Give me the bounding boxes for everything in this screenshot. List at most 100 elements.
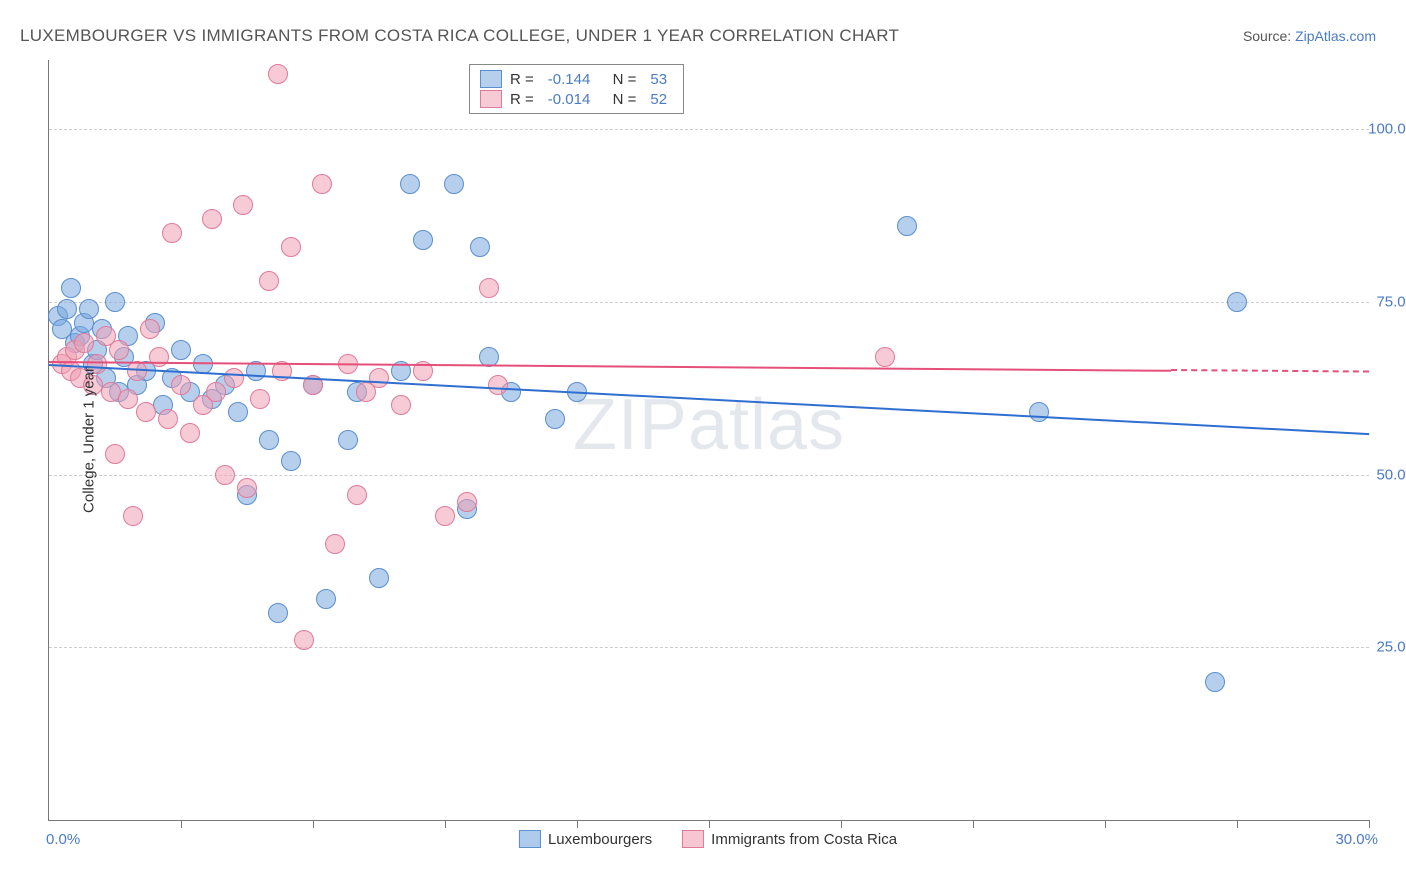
data-point — [325, 534, 345, 554]
y-axis-title: College, Under 1 year — [80, 367, 97, 513]
data-point — [118, 389, 138, 409]
data-point — [171, 340, 191, 360]
legend-swatch — [682, 830, 704, 848]
data-point — [74, 333, 94, 353]
data-point — [136, 402, 156, 422]
correlation-legend: R = -0.144 N = 53 R = -0.014 N = 52 — [469, 64, 684, 114]
data-point — [268, 64, 288, 84]
series-legend-item: Immigrants from Costa Rica — [682, 830, 897, 848]
gridline — [49, 129, 1369, 130]
legend-n-value: 52 — [650, 91, 667, 108]
data-point — [369, 368, 389, 388]
data-point — [228, 402, 248, 422]
data-point — [105, 292, 125, 312]
data-point — [281, 451, 301, 471]
data-point — [140, 319, 160, 339]
data-point — [79, 299, 99, 319]
data-point — [369, 568, 389, 588]
data-point — [109, 340, 129, 360]
data-point — [391, 395, 411, 415]
data-point — [545, 409, 565, 429]
data-point — [224, 368, 244, 388]
y-tick-label: 25.0% — [1376, 639, 1406, 656]
data-point — [338, 430, 358, 450]
data-point — [488, 375, 508, 395]
chart-area: ZIPatlas R =-0.144 N =53R =-0.014 N =52 … — [48, 60, 1368, 820]
data-point — [435, 506, 455, 526]
legend-r-value: -0.014 — [548, 91, 591, 108]
x-tick — [1105, 820, 1106, 828]
source-link[interactable]: ZipAtlas.com — [1295, 28, 1376, 44]
legend-n-label: N = — [604, 71, 636, 88]
legend-r-label: R = — [510, 71, 534, 88]
data-point — [479, 278, 499, 298]
x-tick — [973, 820, 974, 828]
x-axis-max-label: 30.0% — [1335, 831, 1378, 848]
x-tick — [841, 820, 842, 828]
data-point — [400, 174, 420, 194]
x-tick — [181, 820, 182, 828]
legend-n-label: N = — [604, 91, 636, 108]
data-point — [202, 209, 222, 229]
data-point — [237, 478, 257, 498]
gridline — [49, 647, 1369, 648]
source-attribution: Source: ZipAtlas.com — [1243, 28, 1376, 44]
series-legend-label: Immigrants from Costa Rica — [711, 831, 897, 848]
x-tick — [709, 820, 710, 828]
x-tick — [445, 820, 446, 828]
trend-line-extrapolated — [1171, 369, 1369, 373]
data-point — [215, 465, 235, 485]
trend-line — [49, 364, 1369, 435]
data-point — [158, 409, 178, 429]
x-tick — [577, 820, 578, 828]
data-point — [206, 382, 226, 402]
data-point — [444, 174, 464, 194]
gridline — [49, 475, 1369, 476]
series-legend: Luxembourgers Immigrants from Costa Rica — [519, 830, 897, 848]
legend-n-value: 53 — [650, 71, 667, 88]
data-point — [259, 430, 279, 450]
legend-r-value: -0.144 — [548, 71, 591, 88]
data-point — [180, 423, 200, 443]
gridline — [49, 302, 1369, 303]
data-point — [57, 299, 77, 319]
data-point — [61, 278, 81, 298]
data-point — [1227, 292, 1247, 312]
legend-row: R = -0.144 N = 53 — [480, 69, 673, 89]
data-point — [162, 223, 182, 243]
x-tick — [313, 820, 314, 828]
data-point — [312, 174, 332, 194]
data-point — [1029, 402, 1049, 422]
data-point — [316, 589, 336, 609]
x-axis-min-label: 0.0% — [46, 831, 80, 848]
data-point — [259, 271, 279, 291]
plot-region: ZIPatlas R =-0.144 N =53R =-0.014 N =52 … — [48, 60, 1369, 821]
legend-swatch — [480, 70, 502, 88]
data-point — [1205, 672, 1225, 692]
trend-line — [49, 361, 1171, 372]
chart-title: LUXEMBOURGER VS IMMIGRANTS FROM COSTA RI… — [20, 26, 899, 46]
data-point — [268, 603, 288, 623]
data-point — [171, 375, 191, 395]
data-point — [457, 492, 477, 512]
y-tick-label: 100.0% — [1368, 121, 1406, 138]
y-tick-label: 50.0% — [1376, 466, 1406, 483]
data-point — [294, 630, 314, 650]
data-point — [149, 347, 169, 367]
data-point — [233, 195, 253, 215]
source-prefix: Source: — [1243, 28, 1295, 44]
data-point — [413, 230, 433, 250]
data-point — [897, 216, 917, 236]
series-legend-item: Luxembourgers — [519, 830, 652, 848]
x-tick — [1237, 820, 1238, 828]
watermark: ZIPatlas — [573, 384, 845, 466]
series-legend-label: Luxembourgers — [548, 831, 652, 848]
legend-row: R = -0.014 N = 52 — [480, 89, 673, 109]
y-tick-label: 75.0% — [1376, 293, 1406, 310]
data-point — [281, 237, 301, 257]
legend-r-label: R = — [510, 91, 534, 108]
data-point — [875, 347, 895, 367]
data-point — [470, 237, 490, 257]
legend-swatch — [480, 90, 502, 108]
data-point — [347, 485, 367, 505]
